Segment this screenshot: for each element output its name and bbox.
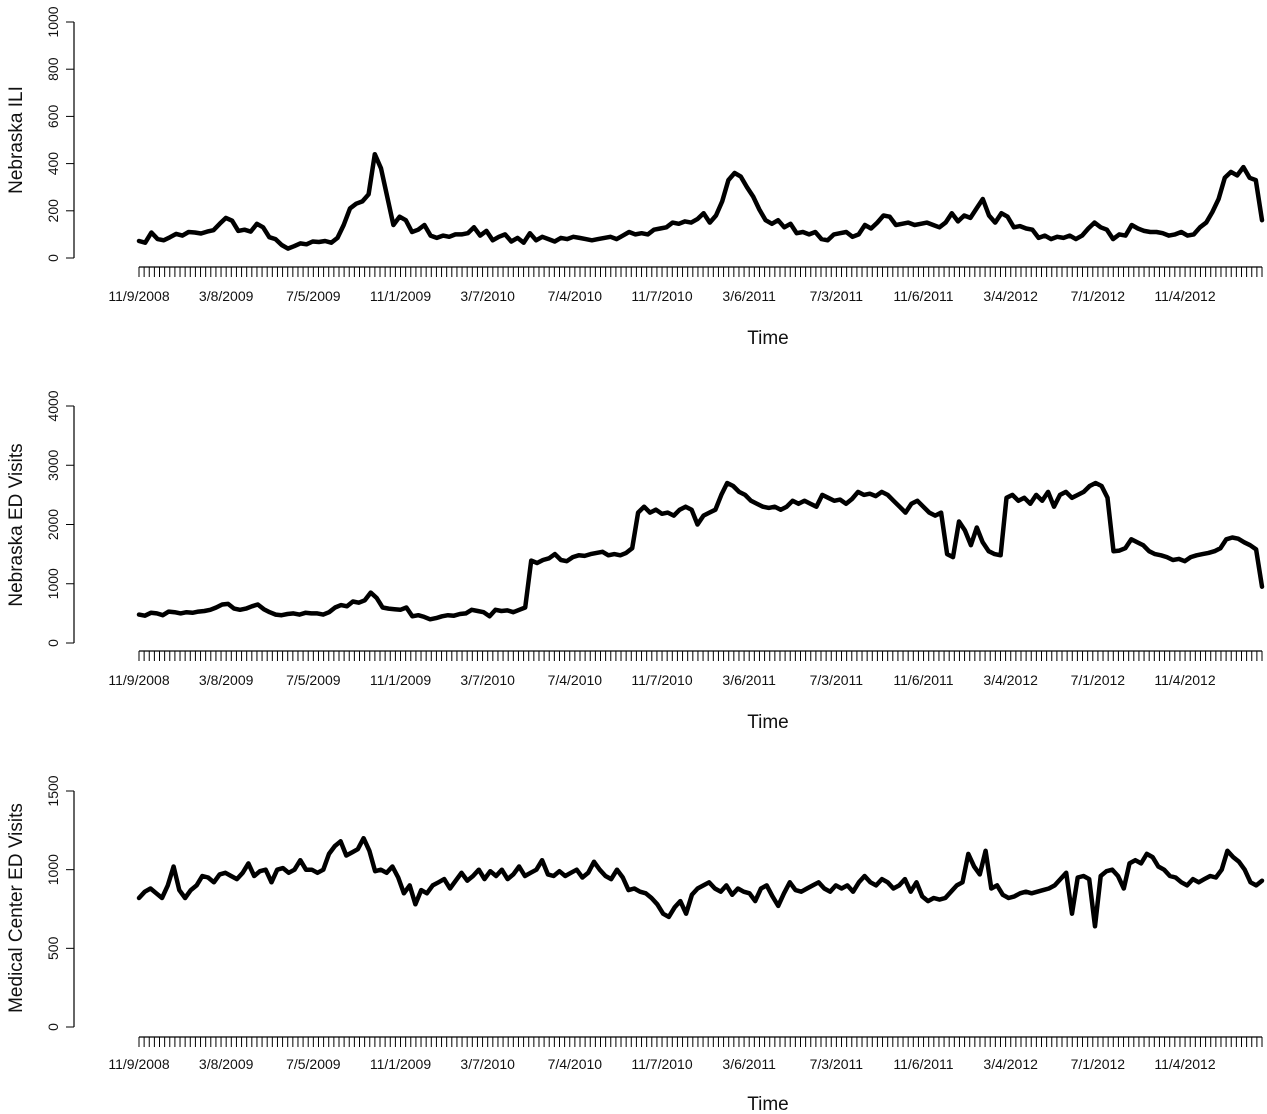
y-tick-label: 800 (45, 57, 61, 81)
x-tick-label: 3/6/2011 (722, 1056, 776, 1072)
y-tick-group: 0 1000 2000 3000 4000 (45, 390, 74, 647)
x-tick-label: 7/1/2012 (1071, 1056, 1126, 1072)
y-axis-title: Medical Center ED Visits (6, 803, 27, 1013)
x-tick-label: 11/9/2008 (108, 288, 169, 304)
y-tick-label: 1000 (45, 568, 61, 599)
chart-panel-nebraska-ed-visits: 0 1000 2000 3000 4000 11/9/2008 3/8/2009 7/5/2… (6, 390, 1265, 733)
x-tick-label: 11/7/2010 (631, 1056, 692, 1072)
y-tick-label: 500 (45, 936, 61, 960)
x-tick-label: 11/1/2009 (370, 1056, 431, 1072)
x-tick-label: 11/7/2010 (631, 672, 692, 688)
x-tick-label: 11/6/2011 (893, 1056, 953, 1072)
x-tick-label: 7/3/2011 (810, 288, 864, 304)
x-tick-label: 3/6/2011 (722, 672, 776, 688)
x-tick-label: 11/4/2012 (1154, 288, 1215, 304)
y-tick-group: 0 200 400 600 800 1000 (45, 6, 74, 262)
x-tick-label: 3/4/2012 (983, 672, 1038, 688)
x-tick-label: 11/9/2008 (108, 1056, 169, 1072)
x-tick-label: 7/5/2009 (286, 288, 341, 304)
x-tick-label: 11/1/2009 (370, 288, 431, 304)
x-tick-label: 3/8/2009 (199, 672, 254, 688)
x-tick-label: 7/4/2010 (548, 1056, 603, 1072)
x-tick-label: 3/4/2012 (983, 1056, 1038, 1072)
x-tick-label: 7/4/2010 (548, 672, 603, 688)
y-axis-title: Nebraska ILI (6, 86, 27, 194)
y-tick-label: 4000 (45, 390, 61, 421)
x-axis-title: Time (747, 1094, 789, 1114)
x-tick-label: 3/8/2009 (199, 1056, 254, 1072)
y-tick-label: 3000 (45, 449, 61, 480)
x-tick-label: 11/1/2009 (370, 672, 431, 688)
x-tick-label: 3/8/2009 (199, 288, 254, 304)
y-tick-label: 600 (45, 105, 61, 129)
y-tick-label: 1000 (45, 6, 61, 37)
x-axis-title: Time (747, 328, 789, 349)
x-tick-label: 11/4/2012 (1154, 672, 1215, 688)
x-tick-label: 11/4/2012 (1154, 1056, 1215, 1072)
x-tick-label: 3/7/2010 (460, 672, 515, 688)
x-tick-label: 11/6/2011 (893, 288, 953, 304)
x-tick-group: 11/9/2008 3/8/2009 7/5/2009 11/1/2009 3/7/20… (108, 650, 1263, 688)
chart-panel-nebraska-ili: 0 200 400 600 800 1000 11/9/2008 3/8/2009 7/5/2… (6, 6, 1265, 349)
x-tick-label: 3/7/2010 (460, 1056, 515, 1072)
y-tick-label: 1000 (45, 854, 61, 885)
x-tick-label: 7/5/2009 (286, 1056, 341, 1072)
x-tick-label: 7/3/2011 (810, 1056, 864, 1072)
series-line-nebraska-ed-visits (136, 480, 1265, 622)
x-tick-label: 11/7/2010 (631, 288, 692, 304)
x-tick-label: 7/5/2009 (286, 672, 341, 688)
x-tick-label: 7/1/2012 (1071, 672, 1126, 688)
x-tick-label: 11/9/2008 (108, 672, 169, 688)
x-tick-label: 3/4/2012 (983, 288, 1038, 304)
x-tick-label: 7/3/2011 (810, 672, 864, 688)
y-axis-title: Nebraska ED Visits (6, 443, 27, 606)
x-tick-label: 3/6/2011 (722, 288, 776, 304)
y-tick-label: 0 (45, 1023, 61, 1031)
x-tick-label: 11/6/2011 (893, 672, 953, 688)
x-tick-label: 7/4/2010 (548, 288, 603, 304)
x-axis-title: Time (747, 712, 789, 733)
series-line-nebraska-ili (136, 151, 1265, 251)
y-tick-label: 0 (45, 639, 61, 647)
y-tick-label: 0 (45, 254, 61, 262)
y-tick-group: 0 500 1000 1500 (45, 775, 74, 1031)
y-tick-label: 2000 (45, 509, 61, 540)
x-tick-label: 3/7/2010 (460, 288, 515, 304)
y-tick-label: 200 (45, 199, 61, 223)
y-tick-label: 400 (45, 152, 61, 176)
y-tick-label: 1500 (45, 775, 61, 806)
series-line-medical-center-ed-visits (136, 835, 1265, 929)
x-tick-group: 11/9/2008 3/8/2009 7/5/2009 11/1/2009 3/7/20… (108, 1036, 1263, 1072)
x-tick-label: 7/1/2012 (1071, 288, 1126, 304)
x-tick-group: 11/9/2008 3/8/2009 7/5/2009 11/1/2009 3/7/20… (108, 266, 1263, 304)
